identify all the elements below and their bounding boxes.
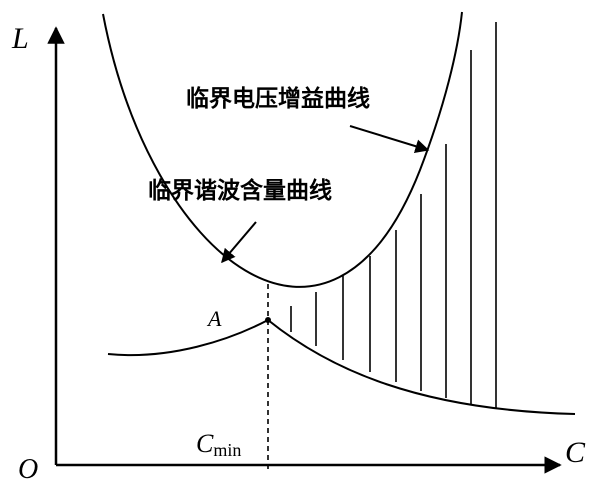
voltage-gain-pointer-arrow xyxy=(349,125,430,153)
cmin-label: Cmin xyxy=(196,429,241,460)
cmin-label-base: C xyxy=(196,429,214,458)
harmonic-curve xyxy=(107,318,576,415)
cmin-label-sub: min xyxy=(213,440,241,460)
voltage-gain-curve-label: 临界电压增益曲线 xyxy=(186,85,370,112)
voltage-gain-curve xyxy=(102,11,463,288)
harmonic-curve-label: 临界谐波含量曲线 xyxy=(148,177,332,204)
point-a-label: A xyxy=(206,306,222,331)
point-a-marker xyxy=(265,317,271,323)
harmonic-pointer-arrow xyxy=(221,221,257,264)
hatch-region xyxy=(290,22,497,408)
y-axis-label: L xyxy=(11,22,29,55)
x-axis-label: C xyxy=(565,436,586,469)
origin-label: O xyxy=(18,454,38,482)
